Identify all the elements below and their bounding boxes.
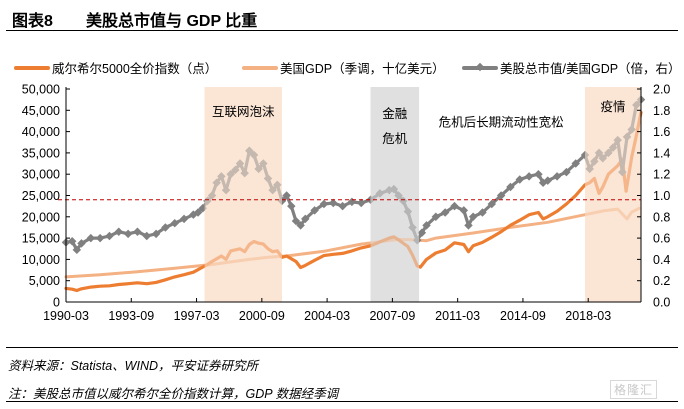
ratio-marker: [506, 182, 515, 192]
left-tick-label: 5,000: [29, 274, 60, 288]
left-tick-label: 0: [53, 296, 60, 310]
ratio-marker: [170, 218, 179, 228]
legend-item-gdp: 美国GDP（季调，十亿美元）: [242, 58, 445, 77]
ratio-marker: [193, 208, 203, 217]
legend-swatch-ratio: [462, 65, 498, 70]
ratio-marker: [356, 198, 366, 208]
ratio-marker: [282, 191, 291, 200]
ratio-marker: [161, 223, 170, 232]
shaded-period-overlay-0: [204, 87, 282, 302]
footnote: 注：美股总市值以威尔希尔全价指数计算，GDP 数据经季调: [8, 387, 339, 401]
x-tick-label: 2000-09: [239, 309, 285, 323]
right-tick-label: 0.6: [653, 232, 670, 246]
ratio-marker: [105, 231, 114, 241]
ratio-marker: [291, 216, 301, 226]
ratio-marker: [301, 214, 310, 224]
shade-label-financial-crisis-line2: 危机: [382, 132, 408, 146]
ratio-marker: [296, 221, 305, 230]
ratio-marker: [179, 214, 189, 224]
x-tick-label: 1997-03: [174, 309, 220, 323]
figure-header: 图表8 美股总市值与 GDP 比重: [6, 4, 678, 31]
left-tick-label: 35,000: [22, 146, 60, 160]
right-tick-label: 0.4: [653, 253, 670, 267]
watermark-logo: 格隆汇: [610, 380, 658, 399]
ratio-marker: [86, 233, 96, 243]
ratio-marker: [72, 245, 82, 255]
left-tick-label: 40,000: [22, 125, 60, 139]
right-tick-label: 2.0: [653, 83, 670, 97]
figure-title: 美股总市值与 GDP 比重: [86, 13, 258, 30]
series-line-ratio: [64, 98, 643, 252]
ratio-marker: [524, 172, 534, 181]
ratio-marker: [417, 228, 427, 238]
ratio-marker: [133, 227, 142, 236]
x-tick-label: 1990-03: [43, 309, 89, 323]
left-tick-label: 30,000: [22, 168, 60, 182]
shaded-period-overlay-1: [370, 87, 420, 302]
right-tick-label: 1.4: [653, 146, 670, 160]
right-tick-label: 1.6: [653, 125, 670, 139]
ratio-marker: [431, 212, 441, 222]
series-line-wilshire: [64, 110, 643, 293]
right-tick-label: 1.0: [653, 189, 670, 203]
ratio-marker: [319, 199, 329, 209]
left-tick-label: 50,000: [22, 83, 60, 97]
right-tick-label: 0.2: [653, 274, 670, 288]
right-tick-label: 0.8: [653, 210, 670, 224]
shade-label-pandemic: 疫情: [600, 99, 625, 114]
legend-item-wilshire: 威尔希尔5000全价指数（点）: [14, 58, 217, 77]
ratio-marker: [487, 199, 497, 209]
legend-swatch-gdp: [242, 65, 278, 70]
ratio-marker: [440, 208, 450, 217]
ratio-marker: [468, 212, 478, 222]
chart-legend: 威尔希尔5000全价指数（点） 美国GDP（季调，十亿美元） 美股总市值/美国G…: [14, 58, 684, 76]
left-tick-label: 10,000: [22, 253, 60, 267]
ratio-marker: [464, 221, 473, 230]
left-tick-label: 15,000: [22, 232, 60, 246]
ratio-marker: [142, 231, 152, 241]
legend-label-ratio: 美股总市值/美国GDP（倍，右）: [500, 62, 681, 76]
left-tick-label: 20,000: [22, 210, 60, 224]
ratio-marker: [77, 239, 86, 248]
x-tick-label: 2018-03: [565, 309, 611, 323]
ratio-marker: [338, 201, 347, 211]
ratio-marker: [287, 201, 296, 211]
legend-label-wilshire: 威尔希尔5000全价指数（点）: [52, 62, 218, 76]
shade-label-internet-bubble: 互联网泡沫: [212, 105, 275, 119]
ratio-marker: [422, 221, 431, 230]
ratio-marker: [95, 233, 105, 243]
x-tick-label: 2014-09: [500, 309, 546, 323]
x-tick-label: 2011-03: [435, 309, 480, 323]
shade-label-financial-crisis-line1: 金融: [382, 106, 408, 121]
ratio-marker: [478, 208, 487, 217]
legend-swatch-wilshire: [14, 65, 50, 70]
right-tick-label: 1.2: [653, 168, 670, 182]
ratio-marker: [459, 206, 469, 215]
source-note: 资料来源：Statista、WIND，平安证券研究所: [8, 359, 259, 373]
ratio-marker: [67, 237, 77, 246]
left-tick-label: 45,000: [22, 104, 60, 118]
ratio-marker: [123, 229, 133, 239]
footer-divider-bottom: [6, 401, 678, 402]
legend-item-ratio: 美股总市值/美国GDP（倍，右）: [462, 58, 681, 77]
ratio-marker: [114, 227, 124, 236]
x-tick-label: 2007-09: [369, 309, 415, 323]
ratio-marker: [496, 191, 506, 200]
ratio-marker: [151, 229, 161, 239]
ratio-marker: [329, 198, 338, 208]
series-line-gdp: [64, 206, 641, 279]
ratio-marker: [310, 206, 319, 215]
shaded-period-overlay-2: [585, 87, 641, 302]
x-tick-label: 1993-09: [108, 309, 154, 323]
right-tick-label: 1.8: [653, 104, 670, 118]
x-tick-label: 2004-03: [304, 309, 350, 323]
right-tick-label: 0.0: [653, 296, 670, 310]
figure-number: 图表8: [12, 13, 53, 30]
ratio-marker: [450, 201, 459, 211]
annotation-post-crisis-liquidity: 危机后长期流动性宽松: [439, 114, 564, 129]
left-tick-label: 25,000: [22, 189, 60, 203]
legend-label-gdp: 美国GDP（季调，十亿美元）: [280, 62, 445, 76]
footer-divider-top: [6, 347, 678, 348]
